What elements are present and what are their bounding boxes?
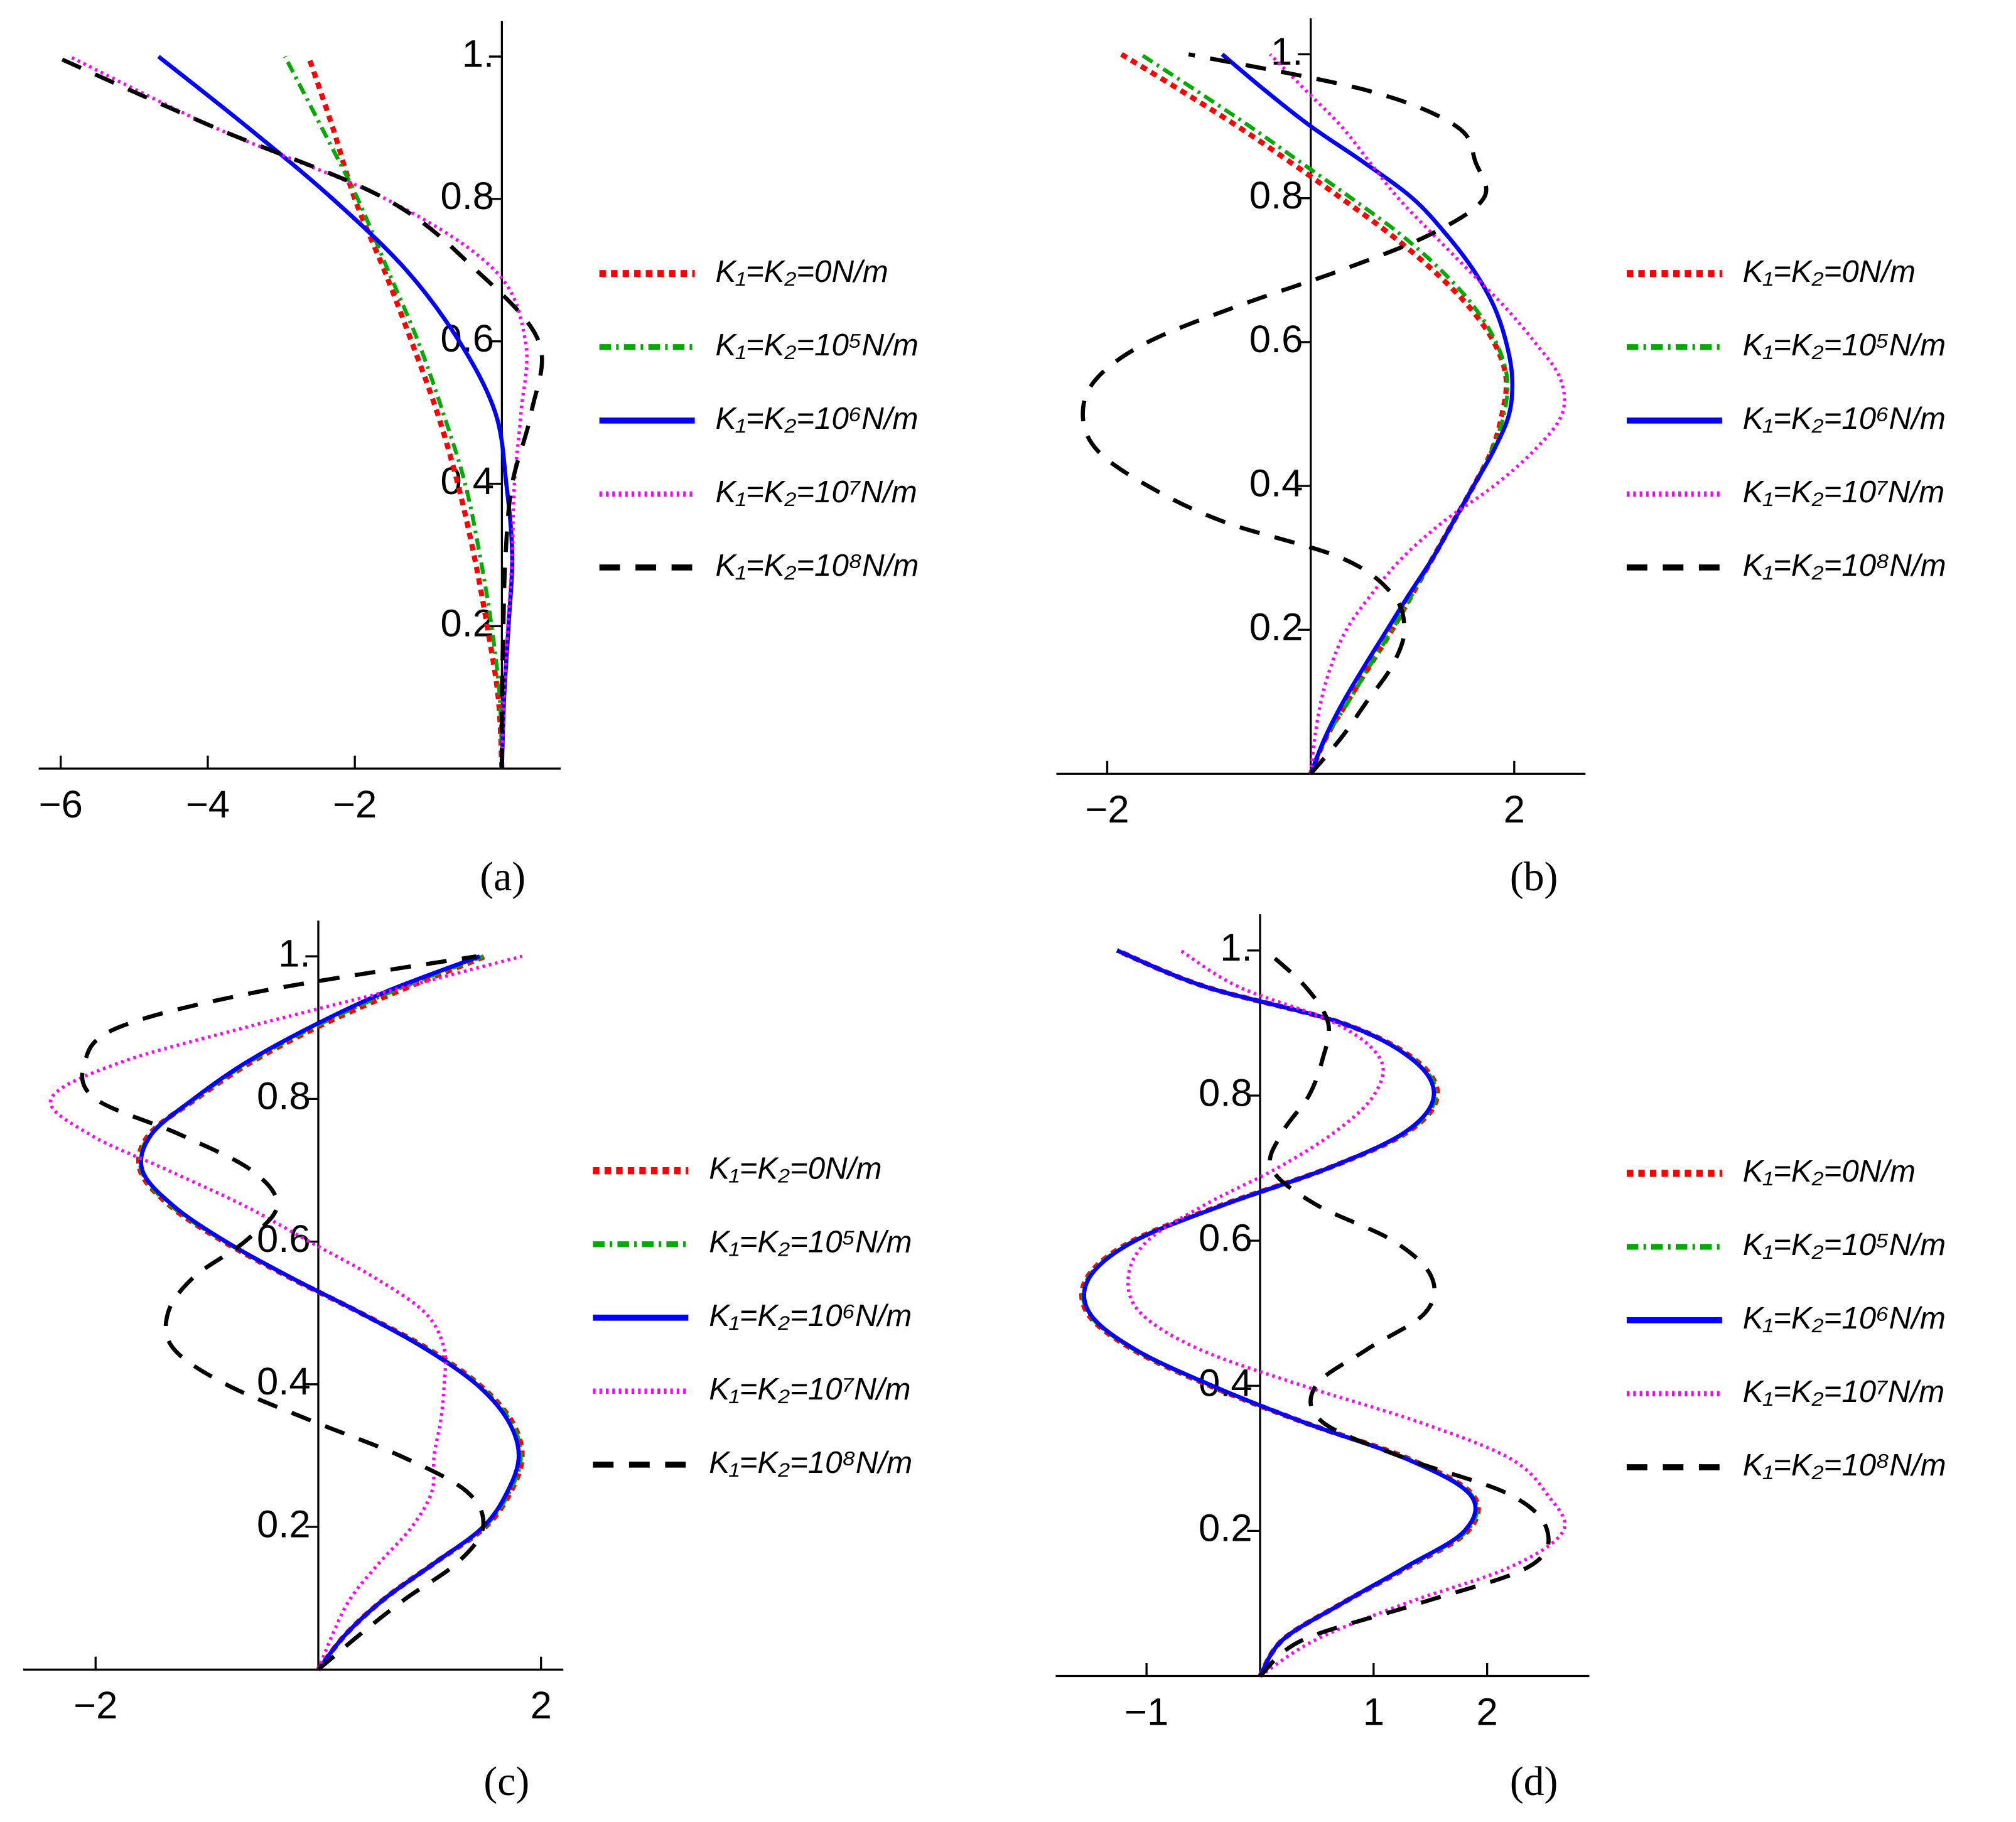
- x-tick-label: −2: [1085, 788, 1129, 831]
- legend-label: K₁=K₂=10⁶N/m: [715, 401, 918, 436]
- panel-label: (b): [1510, 854, 1558, 900]
- series-line: [48, 954, 523, 1671]
- y-tick-label: 0.8: [1199, 1071, 1253, 1114]
- panel-label: (d): [1510, 1759, 1558, 1804]
- series-line: [1082, 948, 1478, 1678]
- legend-label: K₁=K₂=10⁵N/m: [1743, 1227, 1946, 1262]
- legend-label: K₁=K₂=10⁷N/m: [715, 475, 917, 509]
- y-tick-label: 0.4: [257, 1360, 311, 1403]
- x-tick-label: 2: [1504, 788, 1525, 831]
- series-line: [1268, 53, 1566, 774]
- y-tick-label: 0.8: [440, 175, 494, 218]
- legend-label: K₁=K₂=10⁵N/m: [1743, 328, 1946, 362]
- series-line: [306, 55, 505, 769]
- y-tick-label: 0.2: [1199, 1507, 1253, 1550]
- y-tick-label: 0.4: [1249, 461, 1303, 505]
- x-tick-label: −2: [333, 783, 377, 826]
- series-line: [137, 954, 523, 1671]
- y-tick-label: 0.6: [1199, 1216, 1253, 1259]
- y-tick-label: 0.8: [257, 1075, 311, 1118]
- legend-label: K₁=K₂=0N/m: [1743, 1154, 1916, 1189]
- legend-label: K₁=K₂=10⁷N/m: [709, 1372, 910, 1406]
- series-line: [1081, 52, 1489, 775]
- legend-label: K₁=K₂=0N/m: [715, 254, 888, 289]
- legend-label: K₁=K₂=10⁶N/m: [709, 1298, 912, 1333]
- series-line: [80, 954, 486, 1671]
- series-line: [1221, 53, 1515, 775]
- legend-label: K₁=K₂=0N/m: [1743, 254, 1916, 289]
- series-line: [1126, 949, 1566, 1678]
- x-tick-label: −4: [186, 783, 230, 826]
- series-line: [139, 954, 521, 1671]
- x-tick-label: −6: [39, 783, 83, 826]
- legend-label: K₁=K₂=10⁷N/m: [1743, 475, 1944, 509]
- legend-label: K₁=K₂=0N/m: [709, 1151, 881, 1186]
- series-line: [1120, 52, 1509, 775]
- series-line: [55, 55, 544, 769]
- legend-label: K₁=K₂=10⁸N/m: [1743, 1448, 1946, 1482]
- y-tick-label: 0.2: [257, 1502, 311, 1546]
- panel-label: (a): [480, 854, 526, 900]
- x-tick-label: −1: [1124, 1690, 1168, 1733]
- series-line: [136, 954, 525, 1671]
- x-tick-label: 2: [1477, 1690, 1498, 1733]
- series-line: [1258, 949, 1551, 1678]
- legend-label: K₁=K₂=10⁸N/m: [1743, 548, 1946, 583]
- y-tick-label: 0.8: [1249, 174, 1303, 217]
- y-tick-label: 0.2: [1249, 605, 1303, 649]
- legend-label: K₁=K₂=10⁵N/m: [709, 1225, 912, 1259]
- panel-label: (c): [483, 1759, 529, 1804]
- y-tick-label: 1.: [278, 932, 310, 975]
- legend-label: K₁=K₂=10⁶N/m: [1743, 1301, 1946, 1335]
- legend-label: K₁=K₂=10⁸N/m: [715, 548, 919, 583]
- x-tick-label: 1: [1363, 1690, 1384, 1733]
- legend-label: K₁=K₂=10⁶N/m: [1743, 401, 1946, 436]
- series-line: [283, 55, 504, 769]
- y-tick-label: 0.2: [440, 602, 494, 645]
- x-tick-label: −2: [73, 1684, 117, 1727]
- legend-label: K₁=K₂=10⁵N/m: [715, 328, 918, 362]
- y-tick-label: 1.: [1271, 30, 1303, 73]
- series-line: [68, 55, 529, 769]
- y-tick-label: 0.6: [1249, 318, 1303, 361]
- legend-label: K₁=K₂=10⁸N/m: [709, 1445, 912, 1480]
- y-tick-label: 1.: [1220, 926, 1252, 969]
- y-tick-label: 1.: [462, 32, 494, 75]
- legend-label: K₁=K₂=10⁷N/m: [1743, 1374, 1944, 1409]
- series-line: [157, 55, 515, 769]
- x-tick-label: 2: [531, 1684, 552, 1727]
- series-line: [1140, 52, 1510, 775]
